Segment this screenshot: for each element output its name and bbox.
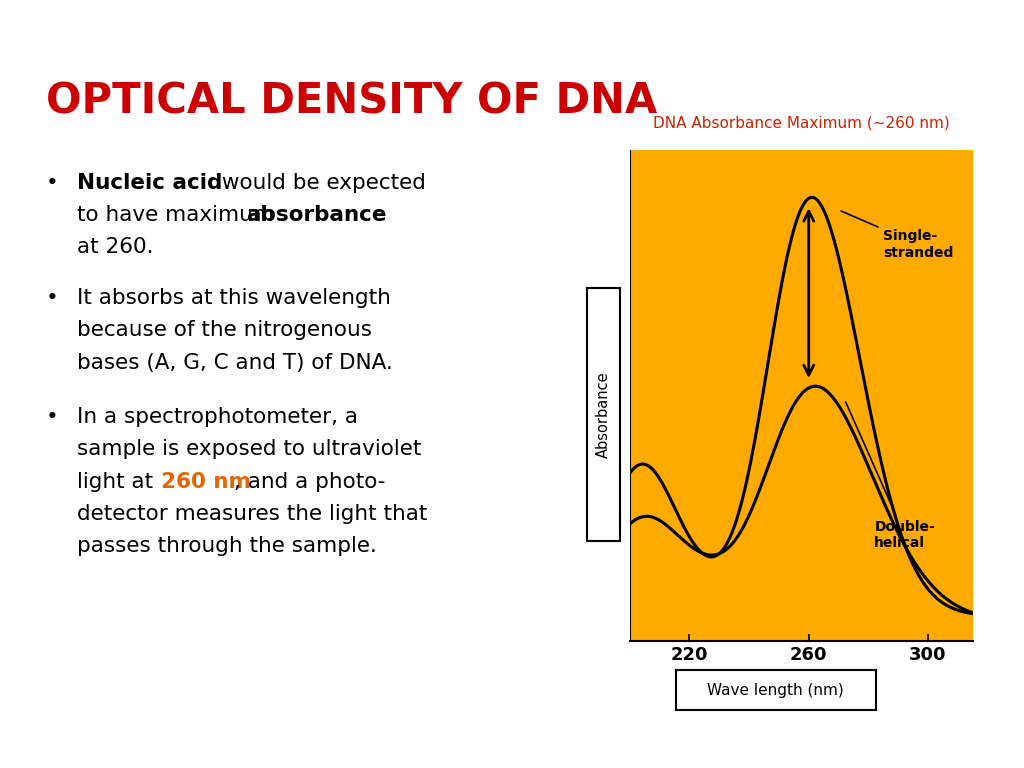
Text: passes through the sample.: passes through the sample. — [77, 536, 377, 556]
Text: Wave length (nm): Wave length (nm) — [708, 683, 844, 698]
Text: Single-
stranded: Single- stranded — [841, 211, 953, 260]
Text: •: • — [46, 407, 58, 427]
Text: sample is exposed to ultraviolet: sample is exposed to ultraviolet — [77, 439, 421, 459]
Text: bases (A, G, C and T) of DNA.: bases (A, G, C and T) of DNA. — [77, 353, 392, 372]
Text: 260 nm: 260 nm — [161, 472, 251, 492]
Text: absorbance: absorbance — [246, 205, 386, 225]
Text: light at: light at — [77, 472, 160, 492]
Text: to have maximum: to have maximum — [77, 205, 281, 225]
Text: would be expected: would be expected — [215, 173, 426, 193]
Text: at 260.: at 260. — [77, 237, 154, 257]
Text: •: • — [46, 173, 58, 193]
Text: Absorbance: Absorbance — [596, 372, 610, 458]
Text: It absorbs at this wavelength: It absorbs at this wavelength — [77, 288, 391, 308]
Text: detector measures the light that: detector measures the light that — [77, 504, 427, 524]
Text: because of the nitrogenous: because of the nitrogenous — [77, 320, 372, 340]
Text: Nucleic acid: Nucleic acid — [77, 173, 222, 193]
Text: , and a photo-: , and a photo- — [234, 472, 386, 492]
Text: In a spectrophotometer, a: In a spectrophotometer, a — [77, 407, 357, 427]
Text: OPTICAL DENSITY OF DNA: OPTICAL DENSITY OF DNA — [46, 81, 657, 123]
Text: •: • — [46, 288, 58, 308]
Text: DNA Absorbance Maximum (~260 nm): DNA Absorbance Maximum (~260 nm) — [653, 115, 949, 131]
Text: Double-
helical: Double- helical — [846, 402, 935, 550]
